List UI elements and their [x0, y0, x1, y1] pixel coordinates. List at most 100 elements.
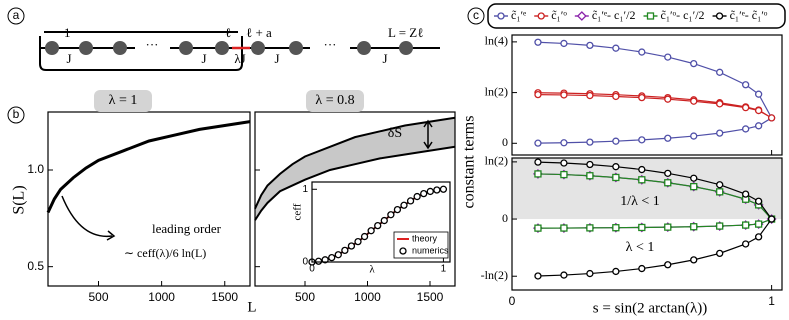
title-box	[94, 90, 152, 112]
sites	[45, 41, 413, 55]
marker	[612, 44, 620, 52]
annotation: 1/λ < 1	[620, 194, 660, 209]
marker	[560, 271, 568, 279]
marker	[497, 12, 505, 20]
marker	[534, 139, 542, 147]
marker	[716, 222, 724, 230]
annotation: leading order	[152, 221, 222, 236]
y-tick-label: 1.0	[27, 162, 44, 176]
marker	[586, 91, 594, 100]
x-tick-label: 1	[768, 294, 775, 308]
annotation: δS	[388, 126, 402, 141]
arrow-head	[106, 230, 116, 241]
marker	[586, 172, 594, 180]
annotation: ∼ ceff(λ)/6 ln(L)	[124, 246, 206, 260]
x-tick-label: 1000	[148, 290, 175, 304]
site	[215, 41, 229, 55]
marker	[742, 125, 750, 133]
legend-label: c̃₁′ᵒ- c₁′/2	[661, 8, 705, 22]
marker	[612, 163, 620, 171]
legend-label: theory	[412, 233, 438, 243]
site	[79, 41, 93, 55]
bond-label: J	[66, 51, 71, 66]
bracket	[39, 31, 243, 71]
legend-label: c̃₁′ᵒ	[551, 8, 567, 22]
site	[251, 41, 265, 55]
x-tick-label: 1500	[211, 290, 238, 304]
plot-frame	[511, 34, 783, 156]
panel-badge	[7, 106, 25, 124]
marker	[413, 192, 421, 201]
marker	[716, 249, 724, 258]
x-tick-label: 1000	[354, 290, 381, 304]
y-tick-label: 1	[302, 184, 308, 195]
marker	[690, 59, 698, 68]
panel-title: λ = 1	[109, 93, 138, 108]
marker	[560, 139, 568, 147]
marker	[560, 39, 568, 48]
marker	[638, 48, 646, 56]
marker	[754, 233, 763, 241]
marker	[638, 176, 646, 184]
plot-frame	[311, 181, 451, 263]
y-axis-label: S(L)	[11, 185, 28, 214]
site-label: L = Zℓ	[388, 25, 423, 40]
x-axis-label: s = sin(2 arctan(λ))	[593, 300, 707, 316]
site	[45, 41, 59, 55]
plot-frame	[47, 111, 251, 287]
delta-arrow	[423, 119, 433, 150]
marker	[742, 190, 750, 198]
inset-legend-box	[393, 231, 449, 259]
marker	[638, 93, 646, 102]
marker	[742, 81, 750, 89]
marker	[367, 227, 375, 235]
marker	[612, 224, 620, 232]
panel-badge	[7, 7, 25, 25]
site	[357, 41, 371, 55]
marker	[586, 138, 594, 146]
panel-title: λ = 0.8	[315, 93, 354, 108]
x-tick-label: 0	[509, 294, 516, 308]
marker	[754, 90, 763, 98]
site	[289, 41, 303, 55]
marker	[586, 41, 594, 50]
x-tick-label: 1	[441, 264, 447, 275]
y-tick-label: 0	[502, 135, 508, 149]
marker	[534, 90, 542, 99]
bond-label: J	[201, 51, 206, 66]
marker	[534, 38, 542, 46]
marker	[754, 220, 763, 228]
x-tick-label: 0	[309, 264, 315, 275]
legend-label: c̃₁′ᵉ- c₁′/2	[592, 8, 636, 22]
marker	[534, 272, 542, 280]
marker	[534, 170, 542, 178]
marker	[716, 129, 724, 137]
plot-frame	[511, 157, 783, 291]
marker	[586, 160, 594, 169]
chart: 0 1 0 1 ceff λ theory numerics	[292, 181, 451, 276]
marker	[612, 267, 620, 276]
y-tick-label: 0	[502, 211, 508, 225]
x-axis-label: λ	[369, 264, 375, 276]
title-box	[306, 90, 364, 112]
y-tick-label: -ln(2)	[481, 268, 508, 282]
site-label: 1	[64, 25, 71, 40]
marker	[406, 197, 415, 205]
shaded-region	[512, 158, 782, 220]
marker	[690, 223, 698, 231]
y-tick-label: ln(2)	[485, 154, 508, 168]
marker	[560, 159, 568, 167]
marker	[664, 53, 672, 61]
site	[399, 41, 413, 55]
marker	[341, 246, 349, 255]
legend-label: numerics	[412, 245, 449, 255]
marker	[347, 242, 356, 250]
x-tick-label: 500	[88, 290, 108, 304]
marker	[426, 187, 434, 196]
marker	[638, 264, 646, 273]
marker	[537, 12, 545, 20]
marker	[560, 170, 568, 179]
